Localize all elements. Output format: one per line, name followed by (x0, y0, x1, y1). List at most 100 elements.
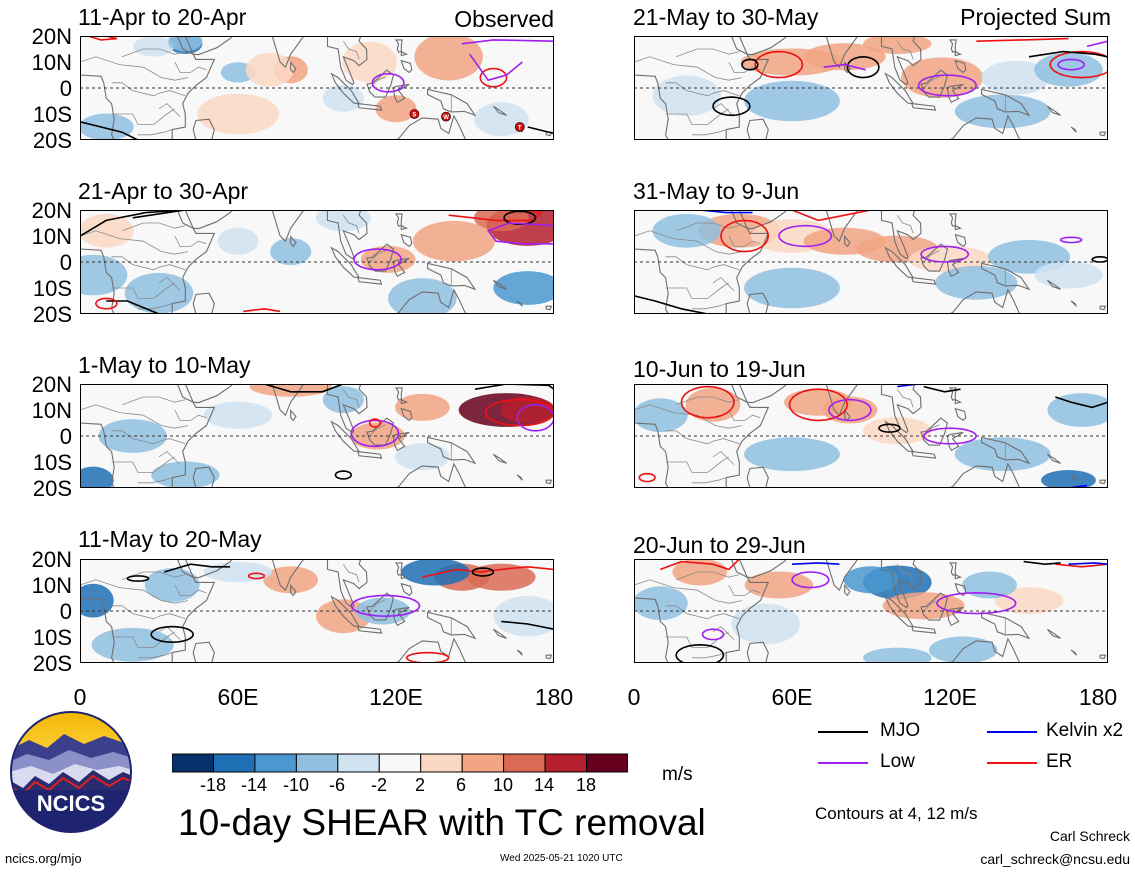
colorbar-tick: -18 (199, 775, 226, 795)
mjo-contour (164, 563, 231, 573)
colorbar-tick: 2 (414, 775, 425, 795)
country-border (80, 404, 189, 429)
coastline (981, 611, 1031, 640)
low-contour (353, 248, 403, 271)
coastline (192, 641, 215, 663)
shear-anomaly-region (962, 571, 1017, 599)
country-border (665, 430, 740, 445)
coastline (948, 562, 963, 580)
coastline (516, 300, 523, 307)
coastline (1070, 300, 1077, 307)
shear-anomaly-region (412, 220, 496, 262)
coastline (911, 625, 937, 634)
coastline (880, 384, 922, 434)
shear-anomaly-region (731, 603, 800, 645)
country-border (174, 409, 207, 421)
coastline (379, 114, 467, 140)
shear-anomaly-region (245, 52, 294, 87)
country-border (691, 477, 727, 484)
shear-anomaly-region (144, 568, 200, 602)
shear-anomaly-region (1047, 393, 1108, 427)
shear-anomaly-region (882, 592, 965, 620)
er-contour (638, 472, 656, 483)
coastline (1046, 105, 1061, 116)
coastline (392, 606, 410, 627)
coastline (884, 72, 915, 105)
coastline (738, 210, 788, 230)
country-border (691, 129, 727, 136)
logo-text: NCICS (37, 791, 105, 816)
projected-label: Projected Sum (960, 4, 1111, 30)
tc-marker-label: W (443, 115, 449, 121)
tc-marker (441, 111, 451, 122)
country-border (111, 605, 186, 620)
low-contour (350, 419, 400, 448)
low-contour (828, 398, 872, 422)
coastline (920, 69, 949, 98)
kelvin-contour (1068, 562, 1108, 565)
coastline (1099, 479, 1107, 485)
country-border (174, 61, 207, 73)
country-border (174, 235, 207, 247)
coastline (738, 36, 788, 56)
shear-anomaly-region (394, 443, 450, 471)
shear-anomaly-region (928, 636, 998, 663)
kelvin-contour (791, 562, 840, 565)
coastline (545, 479, 553, 485)
lat-label: 20N (31, 372, 72, 397)
shear-map-2 (80, 210, 554, 314)
coastline (634, 559, 770, 663)
er-contour (754, 50, 804, 79)
colorbar-swatch (295, 753, 339, 773)
lon-label: 180 (1078, 684, 1118, 710)
coastline (184, 384, 234, 404)
coastline (392, 83, 410, 104)
low-contour (516, 403, 554, 432)
country-border (634, 230, 743, 255)
tc-marker (409, 109, 420, 119)
country-border (675, 48, 740, 58)
shear-anomaly-region (375, 95, 417, 123)
author-email: carl_schreck@ncsu.edu (980, 851, 1130, 867)
shear-anomaly-region (922, 401, 978, 429)
low-swatch (818, 762, 868, 764)
lat-label: 20S (32, 128, 72, 153)
units-label: m/s (662, 764, 693, 785)
shear-anomaly-region (803, 43, 886, 71)
coastline (933, 114, 1021, 140)
coastline (252, 559, 305, 592)
coastline (1070, 474, 1077, 481)
low-contour (920, 245, 970, 263)
coastline (330, 246, 361, 279)
panel-title-1: 11-Apr to 20-Apr (78, 4, 247, 30)
shear-map-3 (80, 384, 554, 488)
mjo-contour (80, 210, 186, 237)
shear-anomaly-region (744, 571, 814, 599)
country-border (896, 40, 914, 60)
country-border (342, 40, 360, 60)
country-border (121, 48, 186, 58)
er-contour (247, 572, 266, 580)
coastline (290, 61, 297, 74)
low-contour (935, 591, 1017, 615)
country-border (923, 76, 940, 89)
lon-label: 60E (217, 684, 259, 710)
mjo-contour (1055, 396, 1108, 409)
coastline (946, 431, 964, 452)
legend-er-label: ER (1046, 751, 1073, 772)
coastline (746, 641, 769, 663)
low-contour (350, 594, 421, 618)
country-border (712, 277, 735, 291)
country-border (137, 477, 173, 484)
coastline (920, 243, 949, 272)
coastline (634, 384, 770, 488)
coastline (392, 431, 410, 452)
shear-anomaly-region (203, 401, 273, 429)
er-contour (660, 559, 740, 571)
coastline (1099, 305, 1107, 311)
coastline (330, 72, 361, 105)
colorbar-swatch (213, 753, 256, 773)
lon-label: 120E (369, 684, 423, 710)
colorbar-swatch (172, 753, 214, 773)
panel-title-7: 10-Jun to 19-Jun (633, 356, 806, 382)
